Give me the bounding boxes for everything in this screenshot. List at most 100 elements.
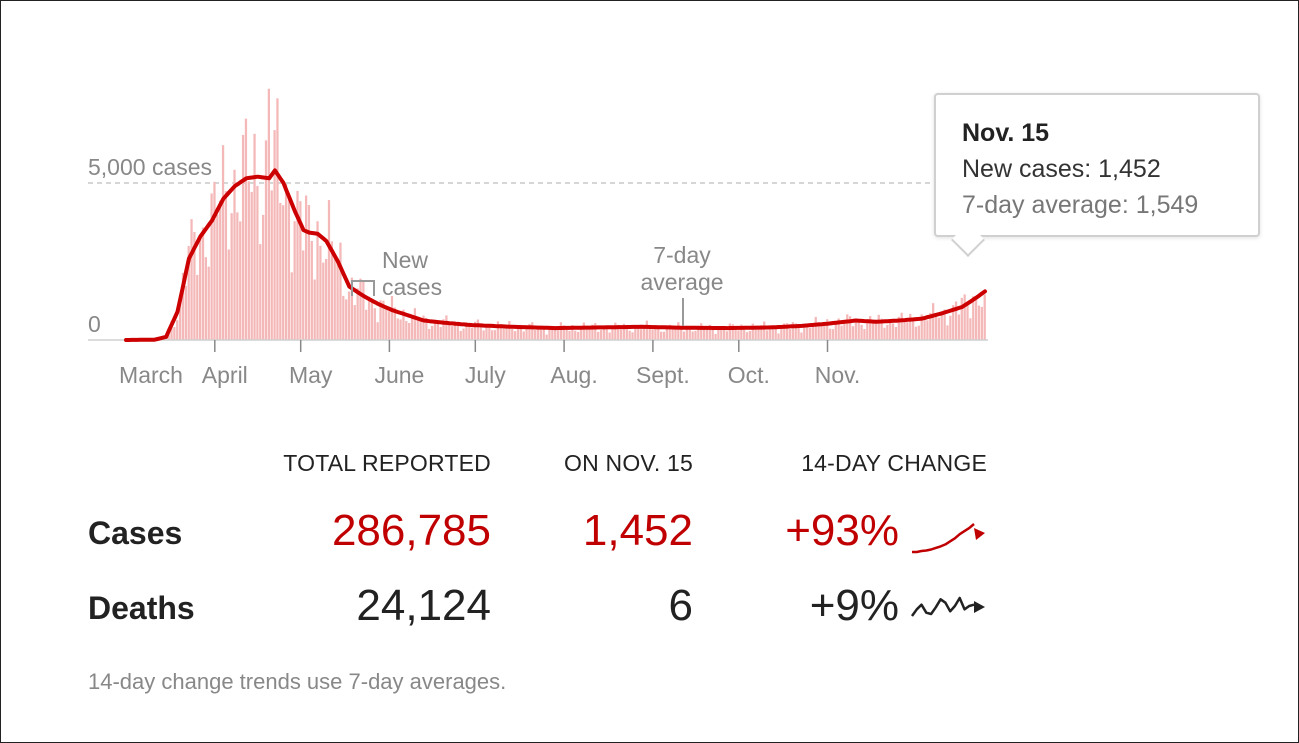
new-cases-bar xyxy=(960,297,963,340)
new-cases-bar xyxy=(293,221,296,340)
deaths-total: 24,124 xyxy=(356,581,491,630)
new-cases-bar xyxy=(502,326,505,340)
row-label-deaths: Deaths xyxy=(88,590,195,626)
new-cases-bar xyxy=(459,330,462,340)
new-cases-bar xyxy=(840,325,843,340)
new-cases-bar xyxy=(519,324,522,340)
new-cases-bar xyxy=(456,322,459,340)
new-cases-bar xyxy=(327,200,331,340)
chart-tooltip: Nov. 15 New cases: 1,452 7-day average: … xyxy=(934,93,1260,237)
new-cases-bar xyxy=(937,317,941,340)
new-cases-bar xyxy=(791,322,794,340)
new-cases-bar xyxy=(325,258,328,340)
new-cases-bar xyxy=(419,319,422,340)
new-cases-bar xyxy=(788,329,792,340)
new-cases-bar xyxy=(373,308,376,340)
new-cases-bar xyxy=(579,329,583,340)
new-cases-bar xyxy=(877,314,880,340)
new-cases-bar xyxy=(548,327,551,340)
new-cases-bar xyxy=(768,329,772,340)
new-cases-bar xyxy=(393,307,396,340)
new-cases-bar xyxy=(410,315,414,340)
new-cases-bar xyxy=(697,325,700,340)
x-tick-label: July xyxy=(465,362,506,388)
new-cases-bar xyxy=(619,329,623,340)
new-cases-bar xyxy=(236,212,239,340)
new-cases-bar xyxy=(405,321,408,340)
new-cases-bar xyxy=(568,330,571,340)
new-cases-bar xyxy=(204,257,207,340)
new-cases-bar xyxy=(622,323,626,340)
new-cases-bar xyxy=(688,326,691,340)
new-cases-bar xyxy=(826,319,829,340)
new-cases-bar xyxy=(720,327,723,340)
new-cases-bar xyxy=(345,299,348,340)
new-cases-bar xyxy=(794,323,797,340)
x-tick-label: June xyxy=(374,362,424,388)
cases-trend-line xyxy=(912,523,975,554)
new-cases-bar xyxy=(711,327,714,340)
new-cases-bar xyxy=(980,306,983,340)
new-cases-bar xyxy=(496,321,500,340)
new-cases-bar xyxy=(213,181,216,340)
new-cases-bar xyxy=(485,324,488,340)
new-cases-bar xyxy=(940,312,943,340)
new-cases-bar xyxy=(471,327,474,340)
new-cases-bar xyxy=(554,328,557,340)
new-cases-bar xyxy=(637,326,640,340)
new-cases-bar xyxy=(923,319,926,340)
new-cases-bar xyxy=(677,322,680,340)
new-cases-bar xyxy=(534,330,537,340)
new-cases-bar xyxy=(247,181,250,340)
x-tick-label: Sept. xyxy=(636,362,690,388)
new-cases-bar xyxy=(903,318,906,340)
new-cases-bar xyxy=(886,325,889,340)
cases-on-date: 1,452 xyxy=(582,506,693,555)
new-cases-bar xyxy=(808,328,812,340)
new-cases-bar xyxy=(339,242,342,340)
new-cases-bar xyxy=(974,299,978,340)
x-tick-label: May xyxy=(289,362,333,388)
new-cases-bar xyxy=(422,315,425,340)
new-cases-bar xyxy=(362,281,365,340)
new-cases-bar xyxy=(863,329,866,340)
new-cases-bar xyxy=(181,272,185,340)
new-cases-bar xyxy=(516,328,520,340)
new-cases-bar xyxy=(811,326,815,340)
new-cases-bar xyxy=(513,331,517,340)
cases-trend-arrowhead xyxy=(974,528,985,540)
new-cases-bar xyxy=(897,316,900,340)
new-cases-bar xyxy=(353,305,356,340)
new-cases-bar xyxy=(691,331,694,340)
new-cases-bar xyxy=(654,326,657,340)
new-cases-bar xyxy=(911,318,915,340)
new-cases-bar xyxy=(178,296,182,340)
x-tick-label: Nov. xyxy=(815,362,861,388)
new-cases-bar xyxy=(276,98,279,340)
new-cases-bar xyxy=(465,322,468,340)
new-cases-bar xyxy=(376,322,379,340)
new-cases-bar xyxy=(889,319,892,340)
new-cases-bar xyxy=(588,327,591,340)
tooltip-new-cases: New cases: 1,452 xyxy=(962,155,1161,183)
new-cases-bar xyxy=(556,330,560,340)
new-cases-bar xyxy=(522,331,525,340)
new-cases-bar xyxy=(542,328,545,340)
new-cases-bar xyxy=(674,326,677,340)
new-cases-bar xyxy=(700,323,703,340)
new-cases-bar xyxy=(227,249,230,340)
new-cases-bar xyxy=(279,202,282,340)
new-cases-bar xyxy=(760,325,763,340)
new-cases-bar xyxy=(934,316,938,340)
new-cases-bar xyxy=(491,330,494,340)
new-cases-bar xyxy=(857,319,860,340)
new-cases-bar xyxy=(757,327,760,340)
x-tick-label: Oct. xyxy=(728,362,770,388)
new-cases-bar xyxy=(221,145,225,340)
new-cases-bar xyxy=(296,190,299,340)
new-cases-bar xyxy=(806,326,809,340)
new-cases-bar xyxy=(854,321,857,340)
new-cases-bar xyxy=(539,325,543,340)
new-cases-bar xyxy=(642,326,646,340)
new-cases-bar xyxy=(634,325,637,340)
